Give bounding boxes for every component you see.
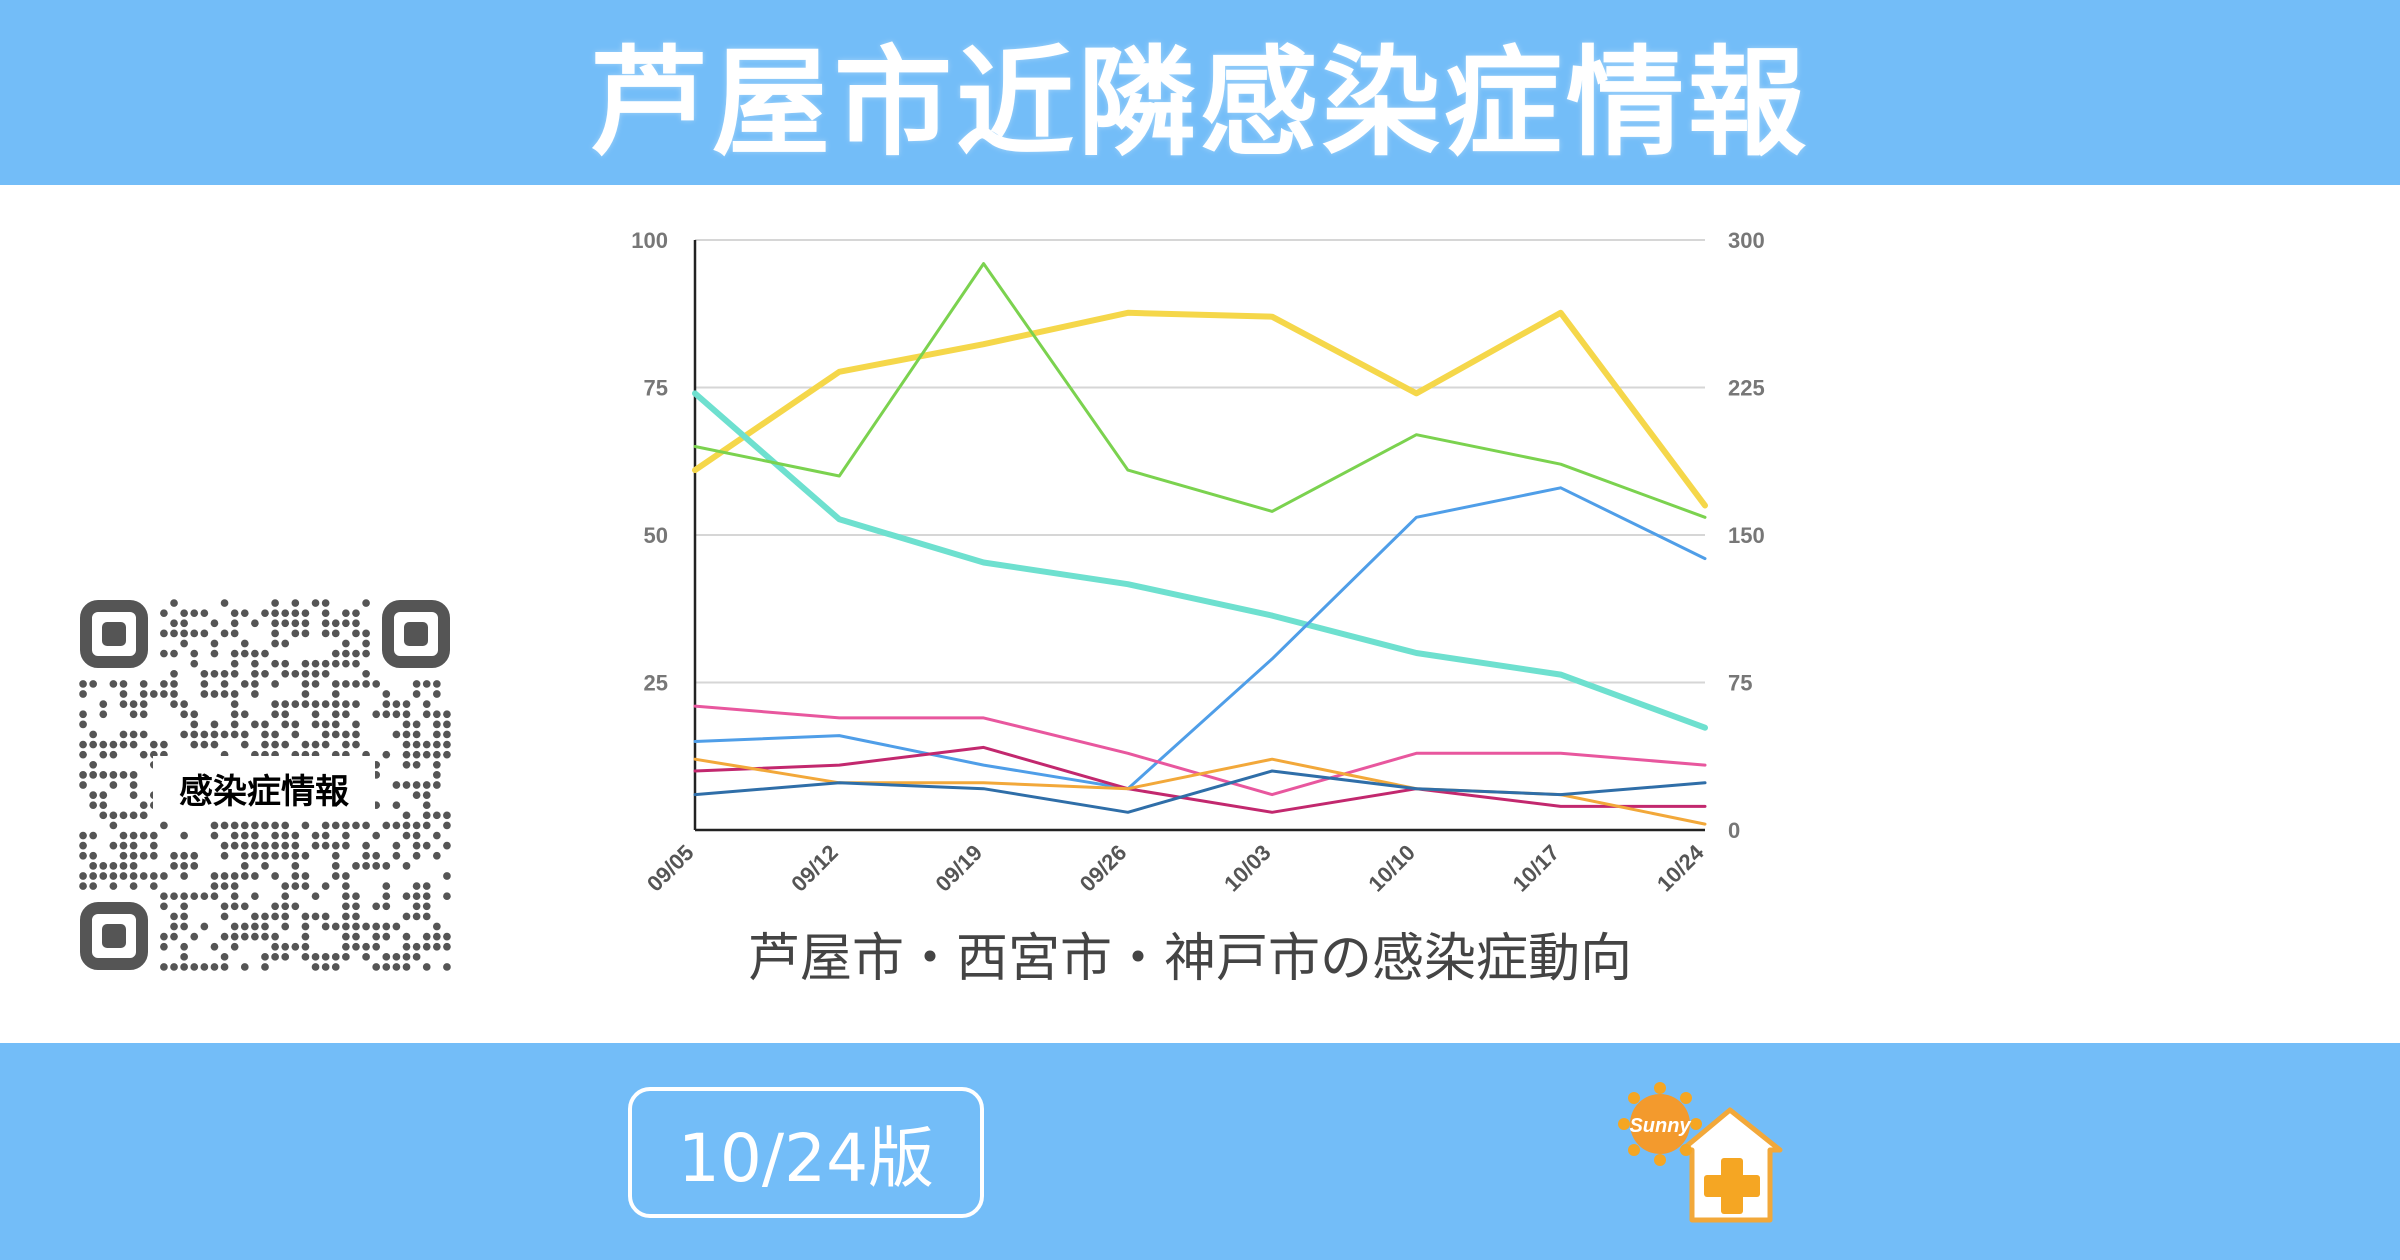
chart-axes <box>693 240 1705 832</box>
x-tick-label: 10/03 <box>1219 840 1276 897</box>
series-line-1 <box>692 309 1708 509</box>
y-left-tick-label: 100 <box>631 228 668 253</box>
x-tick-label: 09/12 <box>786 840 843 897</box>
logo-text: Sunny <box>1629 1115 1691 1137</box>
footer-band <box>0 1043 2400 1260</box>
x-tick-label: 09/19 <box>930 840 987 897</box>
header-band <box>0 0 2400 185</box>
sunny-logo: Sunny <box>1618 1082 1783 1223</box>
series-line-4 <box>693 486 1707 791</box>
y-right-tick-label: 300 <box>1728 228 1765 253</box>
page-title: 芦屋市近隣感染症情報 <box>589 34 1810 172</box>
chart-tick-labels: 100 75 50 25 300 225 150 75 0 09/05 09/12 09/19 09/2… <box>631 228 1764 896</box>
y-right-tick-label: 150 <box>1728 523 1765 548</box>
y-right-tick-label: 0 <box>1728 818 1740 843</box>
x-tick-label: 10/24 <box>1652 839 1709 896</box>
x-tick-label: 09/05 <box>642 840 699 897</box>
x-tick-label: 09/26 <box>1075 840 1132 897</box>
series-line-8 <box>693 769 1707 814</box>
y-right-tick-label: 225 <box>1728 376 1765 401</box>
y-left-tick-label: 25 <box>644 671 668 696</box>
y-left-tick-label: 75 <box>644 376 668 401</box>
series-line-2 <box>692 390 1708 731</box>
x-tick-label: 10/17 <box>1508 840 1565 897</box>
y-right-tick-label: 75 <box>1728 671 1752 696</box>
chart-title: 芦屋市・西宮市・神戸市の感染症動向 <box>747 928 1632 989</box>
chart-gridlines <box>695 239 1705 684</box>
chart-series <box>692 262 1708 826</box>
qr-code[interactable] <box>78 598 452 972</box>
series-line-3 <box>693 262 1707 519</box>
x-tick-label: 10/10 <box>1363 840 1420 897</box>
version-label: 10/24版 <box>628 1087 984 1218</box>
qr-code-label: 感染症情報 <box>153 756 375 820</box>
series-line-6 <box>693 745 1707 814</box>
y-left-tick-label: 50 <box>644 523 668 548</box>
